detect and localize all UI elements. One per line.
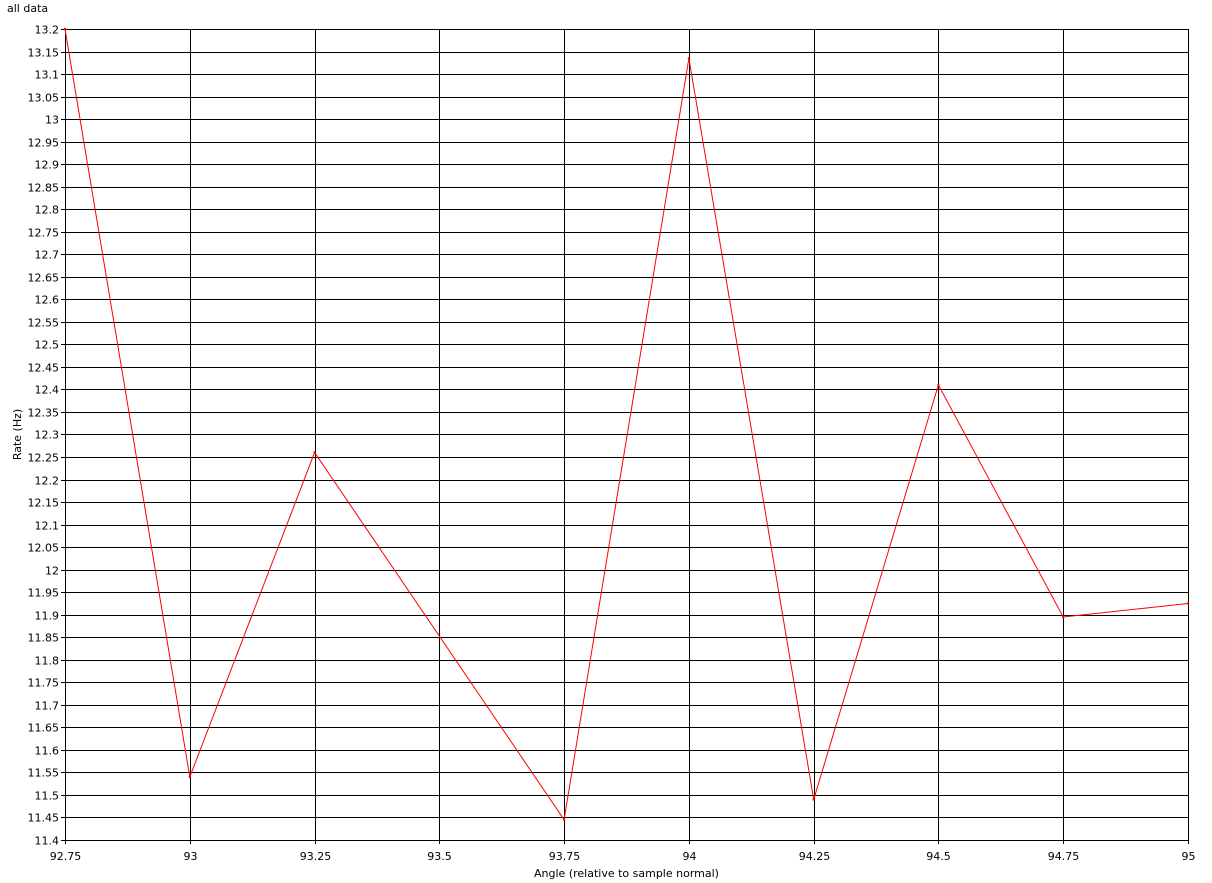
y-tick-label: 12.75 — [28, 227, 60, 240]
data-point — [687, 57, 691, 60]
y-tick-label: 12.8 — [35, 204, 60, 217]
x-tick-label: 93.75 — [549, 850, 581, 863]
x-axis-label: Angle (relative to sample normal) — [534, 867, 719, 880]
y-tick-label: 11.55 — [28, 767, 60, 780]
y-tick-label: 11.6 — [35, 745, 60, 758]
y-tick-label: 11.75 — [28, 677, 60, 690]
y-tick-label: 12.25 — [28, 452, 60, 465]
y-tick-label: 12.65 — [28, 272, 60, 285]
data-point — [313, 451, 316, 454]
y-tick-label: 13 — [45, 114, 59, 127]
data-point — [562, 818, 566, 821]
data-point — [63, 27, 67, 31]
y-tick-label: 12.3 — [35, 429, 60, 442]
y-tick-label: 12 — [45, 565, 59, 578]
y-tick-label: 11.9 — [35, 610, 60, 623]
y-tick-label: 12.7 — [35, 249, 60, 262]
x-tick-label: 94.5 — [926, 850, 951, 863]
data-point — [1062, 615, 1065, 619]
y-tick-label: 11.7 — [35, 700, 60, 713]
x-tick-label: 92.75 — [50, 850, 82, 863]
y-tick-label: 11.5 — [35, 790, 60, 803]
y-tick-label: 11.4 — [35, 835, 60, 848]
y-tick-label: 12.45 — [28, 362, 60, 375]
chart-title: all data — [7, 2, 49, 15]
data-point — [937, 383, 940, 387]
data-point — [188, 775, 191, 779]
y-tick-label: 13.1 — [35, 69, 60, 82]
data-point — [812, 798, 815, 801]
y-tick-label: 12.05 — [28, 542, 60, 555]
x-tick-label: 93.25 — [300, 850, 332, 863]
y-tick-label: 12.85 — [28, 182, 60, 195]
y-tick-label: 11.95 — [28, 587, 60, 600]
y-tick-label: 12.95 — [28, 137, 60, 150]
y-tick-label: 11.8 — [35, 655, 60, 668]
y-tick-label: 11.45 — [28, 812, 60, 825]
y-tick-label: 12.6 — [35, 294, 60, 307]
y-tick-label: 12.55 — [28, 317, 60, 330]
y-tick-label: 12.5 — [35, 339, 60, 352]
y-tick-label: 12.9 — [35, 159, 60, 172]
x-tick-label: 94 — [683, 850, 697, 863]
y-tick-label: 13.05 — [28, 92, 60, 105]
y-tick-label: 11.65 — [28, 722, 60, 735]
y-tick-label: 11.85 — [28, 632, 60, 645]
y-tick-label: 13.2 — [35, 24, 60, 37]
x-tick-label: 93.5 — [427, 850, 452, 863]
data-point — [1186, 602, 1190, 605]
x-tick-label: 95 — [1182, 850, 1196, 863]
y-tick-label: 12.4 — [35, 384, 60, 397]
x-tick-label: 94.75 — [1048, 850, 1080, 863]
y-tick-label: 12.15 — [28, 497, 60, 510]
y-axis-label: Rate (Hz) — [11, 409, 24, 460]
y-tick-label: 13.15 — [28, 47, 60, 60]
y-tick-label: 12.35 — [28, 407, 60, 420]
x-tick-label: 93 — [184, 850, 198, 863]
y-tick-label: 12.1 — [35, 520, 60, 533]
y-tick-label: 12.2 — [35, 475, 60, 488]
x-tick-label: 94.25 — [799, 850, 831, 863]
